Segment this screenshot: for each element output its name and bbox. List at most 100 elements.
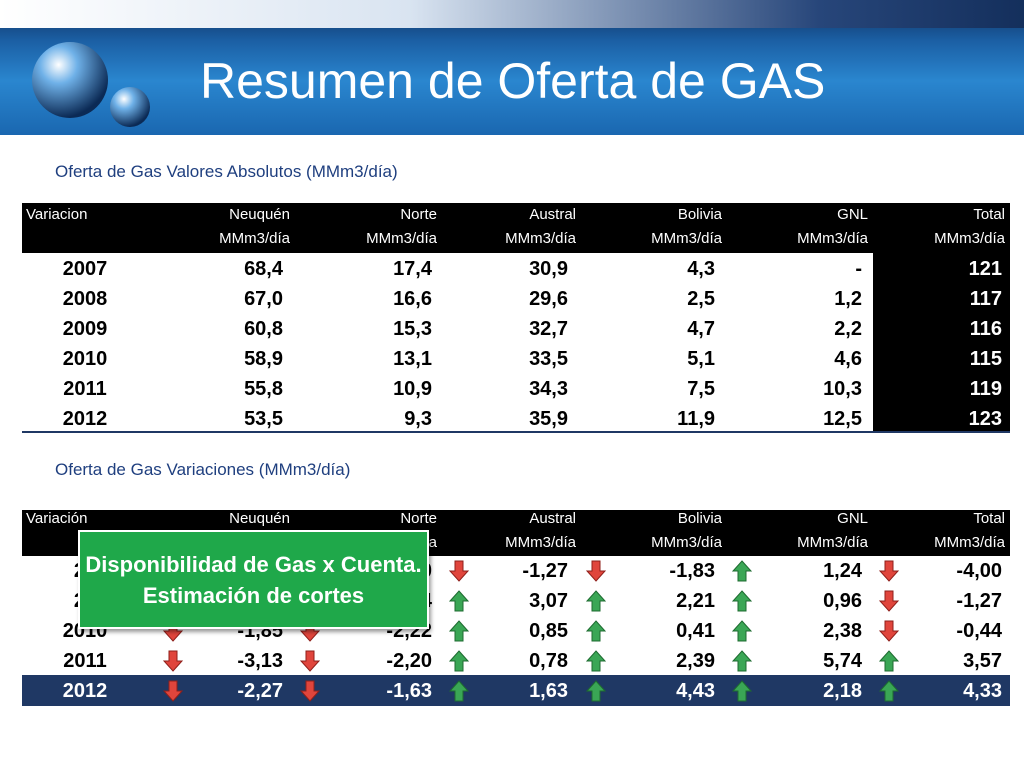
value-cell: 121 <box>968 258 1002 280</box>
header-unit: MMm3/día <box>651 230 722 247</box>
value-cell: -1,27 <box>522 560 568 582</box>
value-cell: 5,74 <box>823 650 862 672</box>
value-cell: 60,8 <box>244 318 283 340</box>
arrow-up <box>732 590 752 612</box>
value-cell: 68,4 <box>244 258 283 280</box>
value-cell: 12,5 <box>823 408 862 430</box>
value-cell: 115 <box>969 348 1002 370</box>
value-cell: 7,5 <box>687 378 715 400</box>
value-cell: 1,2 <box>834 288 862 310</box>
header-cell: Total <box>973 206 1005 223</box>
year-cell: 2007 <box>62 258 108 280</box>
value-cell: 1,24 <box>823 560 862 582</box>
value-cell: 0,85 <box>529 620 568 642</box>
value-cell: 116 <box>969 318 1002 340</box>
arrow-down <box>586 560 606 582</box>
header-unit: MMm3/día <box>797 230 868 247</box>
header-cell: Variacion <box>26 206 88 223</box>
value-cell: -2,27 <box>237 680 283 702</box>
value-cell: 3,57 <box>963 650 1002 672</box>
arrow-up <box>732 560 752 582</box>
header-cell: Total <box>973 510 1005 527</box>
header-cell: Austral <box>529 206 576 223</box>
value-cell: 4,33 <box>963 680 1002 702</box>
value-cell: 2,39 <box>676 650 715 672</box>
value-cell: 4,43 <box>676 680 715 702</box>
header-unit: MMm3/día <box>797 534 868 551</box>
arrow-down <box>163 680 183 702</box>
header-cell: Variación <box>26 510 88 527</box>
value-cell: - <box>855 258 862 280</box>
arrow-down <box>879 560 899 582</box>
year-cell: 2009 <box>62 318 108 340</box>
arrow-up <box>586 680 606 702</box>
arrow-up <box>449 680 469 702</box>
callout-text: Disponibilidad de Gas x Cuenta. Estimaci… <box>85 551 422 608</box>
arrow-down <box>163 650 183 672</box>
arrow-down <box>300 650 320 672</box>
value-cell: 34,3 <box>529 378 568 400</box>
year-cell: 2011 <box>63 378 107 400</box>
value-cell: 2,5 <box>687 288 715 310</box>
year-cell: 2011 <box>63 650 107 672</box>
header-unit: MMm3/día <box>219 230 290 247</box>
value-cell: 119 <box>969 378 1002 400</box>
value-cell: 0,78 <box>529 650 568 672</box>
value-cell: 0,96 <box>823 590 862 612</box>
value-cell: -4,00 <box>956 560 1002 582</box>
value-cell: 29,6 <box>529 288 568 310</box>
arrow-down <box>879 590 899 612</box>
arrow-down <box>449 560 469 582</box>
total-column-bg <box>873 253 1010 432</box>
value-cell: 2,21 <box>676 590 715 612</box>
value-cell: 4,6 <box>834 348 862 370</box>
value-cell: 30,9 <box>529 258 568 280</box>
value-cell: 15,3 <box>393 318 432 340</box>
value-cell: -2,20 <box>386 650 432 672</box>
top-strip <box>0 0 1024 28</box>
value-cell: 53,5 <box>244 408 283 430</box>
value-cell: 10,3 <box>823 378 862 400</box>
value-cell: 13,1 <box>393 348 432 370</box>
year-cell: 2012 <box>62 680 108 702</box>
value-cell: 3,07 <box>529 590 568 612</box>
arrow-down <box>879 620 899 642</box>
year-cell: 2010 <box>62 348 108 370</box>
value-cell: 16,6 <box>393 288 432 310</box>
arrow-up <box>586 620 606 642</box>
arrow-up <box>449 620 469 642</box>
value-cell: 35,9 <box>529 408 568 430</box>
highlight-row-bg <box>22 675 1010 706</box>
header-cell: Neuquén <box>229 510 290 527</box>
value-cell: 0,41 <box>676 620 715 642</box>
arrow-up <box>586 650 606 672</box>
header-cell: Norte <box>400 206 437 223</box>
header-unit: MMm3/día <box>366 230 437 247</box>
arrow-up <box>449 590 469 612</box>
table-rule <box>22 431 1010 433</box>
value-cell: 2,18 <box>823 680 862 702</box>
arrow-up <box>732 650 752 672</box>
table-subtitle: Oferta de Gas Variaciones (MMm3/día) <box>55 460 351 479</box>
table-subtitle: Oferta de Gas Valores Absolutos (MMm3/dí… <box>55 162 398 181</box>
value-cell: 11,9 <box>677 408 715 430</box>
value-cell: 4,7 <box>687 318 715 340</box>
value-cell: 1,63 <box>529 680 568 702</box>
header-cell: Bolivia <box>677 206 722 223</box>
value-cell: 117 <box>969 288 1002 310</box>
value-cell: 67,0 <box>244 288 283 310</box>
value-cell: -1,63 <box>386 680 432 702</box>
value-cell: 33,5 <box>529 348 568 370</box>
arrow-up <box>732 680 752 702</box>
header-cell: GNL <box>837 510 868 527</box>
callout: Disponibilidad de Gas x Cuenta. Estimaci… <box>78 530 429 629</box>
logo-globes <box>32 42 150 127</box>
value-cell: 17,4 <box>393 258 432 280</box>
header-cell: Austral <box>529 510 576 527</box>
arrow-up <box>732 620 752 642</box>
header-cell: Norte <box>400 510 437 527</box>
slide-title: Resumen de Oferta de GAS <box>200 53 826 109</box>
header-cell: Neuquén <box>229 206 290 223</box>
